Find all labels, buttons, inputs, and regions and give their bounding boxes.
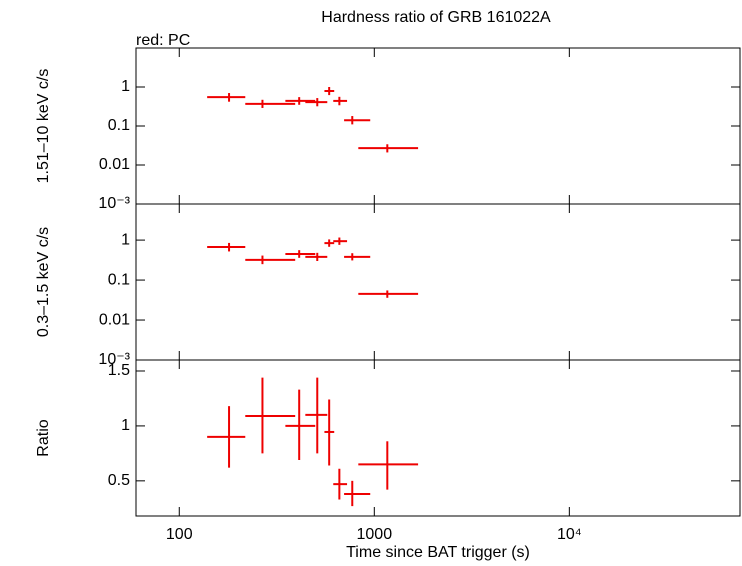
y-tick-label: 0.01 bbox=[99, 311, 130, 328]
x-tick-label: 10⁴ bbox=[557, 526, 582, 543]
x-tick-label: 1000 bbox=[357, 526, 393, 543]
y-tick-label: 10⁻³ bbox=[98, 195, 130, 212]
y-tick-label: 0.5 bbox=[108, 472, 130, 489]
y-tick-label: 1 bbox=[121, 78, 130, 95]
y-tick-label: 10⁻³ bbox=[98, 351, 130, 368]
y-axis-label: 0.3–1.5 keV c/s bbox=[35, 227, 52, 337]
y-tick-label: 1 bbox=[121, 417, 130, 434]
y-tick-label: 1 bbox=[121, 231, 130, 248]
y-tick-label: 0.1 bbox=[108, 117, 130, 134]
y-axis-label: 1.51–10 keV c/s bbox=[35, 69, 52, 184]
annotation: red: PC bbox=[136, 32, 190, 49]
x-axis-label: Time since BAT trigger (s) bbox=[346, 544, 530, 561]
y-tick-label: 1.5 bbox=[108, 362, 130, 379]
y-tick-label: 0.01 bbox=[99, 156, 130, 173]
panel-frame bbox=[135, 47, 741, 205]
x-tick-label: 100 bbox=[166, 526, 193, 543]
y-axis-label: Ratio bbox=[35, 419, 52, 456]
panel-frame bbox=[135, 203, 741, 361]
y-tick-label: 0.1 bbox=[108, 271, 130, 288]
chart-title: Hardness ratio of GRB 161022A bbox=[321, 9, 551, 26]
panel-frame bbox=[135, 359, 741, 517]
